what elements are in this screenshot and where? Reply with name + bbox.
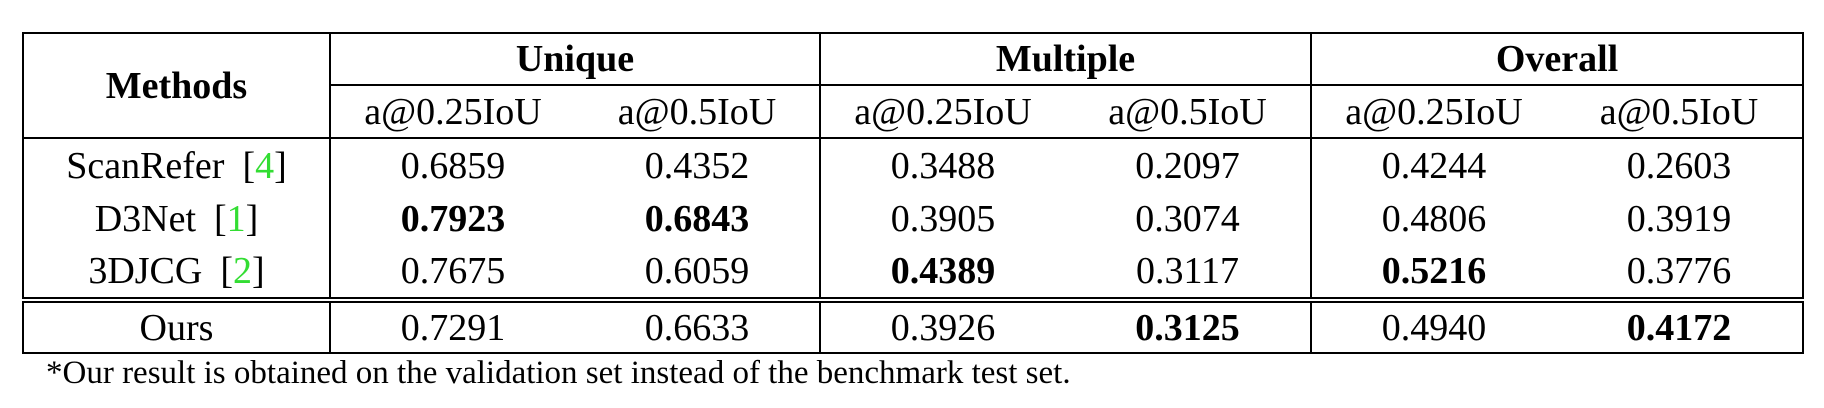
value-cell: 0.3125 (1065, 300, 1313, 354)
value-cell: 0.3919 (1556, 193, 1805, 245)
value-cell: 0.6859 (400, 145, 506, 187)
value-cell: 0.3905 (890, 198, 996, 240)
subheader-unique-025: a@0.25IoU (330, 85, 575, 139)
citation-number-link[interactable]: 4 (255, 145, 275, 187)
header-row-metrics: a@0.25IoU a@0.5IoU a@0.25IoU a@0.5IoU a@… (23, 85, 1805, 139)
citation-number-link[interactable]: 1 (226, 198, 246, 240)
subheader-multiple-05: a@0.5IoU (1065, 85, 1313, 139)
value-cell: 0.4389 (820, 245, 1065, 303)
value-cell: 0.7291 (330, 300, 575, 354)
methods-header: Methods (22, 32, 331, 139)
group-header-multiple: Multiple (820, 32, 1313, 86)
subheader-overall-05: a@0.5IoU (1556, 85, 1805, 139)
method-cell: D3Net [1] (22, 193, 331, 245)
method-cell: ScanRefer [4] (22, 138, 331, 193)
value-cell: 0.4352 (575, 138, 821, 193)
value-cell: 0.7675 (330, 245, 575, 303)
header-row-groups: Methods Unique Multiple Overall (22, 32, 1805, 139)
value-cell: 0.3926 (820, 300, 1065, 354)
method-name: 3DJCG (88, 250, 203, 292)
method-name: D3Net (94, 198, 196, 240)
table-row: Ours 0.7291 0.6633 0.3926 0.3125 0.4940 0.4172 (22, 300, 1805, 354)
citation-reference[interactable]: [4] (242, 145, 287, 187)
method-name: ScanRefer (66, 145, 225, 187)
value-cell: 0.3074 (1065, 193, 1313, 245)
value-cell: 0.5216 (1311, 245, 1557, 303)
method-cell: Ours (22, 300, 331, 354)
citation-number-link[interactable]: 2 (233, 250, 253, 292)
subheader-multiple-025: a@0.25IoU (820, 85, 1065, 139)
value-cell: 0.7923 (400, 198, 506, 240)
value-cell: 0.4806 (1381, 198, 1487, 240)
value-cell: 0.4244 (1381, 145, 1487, 187)
results-table-container: Methods Unique Multiple Overall a@0.25Io… (22, 32, 1805, 354)
results-table: Methods Unique Multiple Overall a@0.25Io… (22, 32, 1805, 354)
value-cell: 0.4940 (1311, 300, 1557, 354)
citation-reference[interactable]: [1] (214, 198, 259, 240)
value-cell: 0.3776 (1556, 245, 1805, 303)
group-header-overall: Overall (1311, 32, 1805, 86)
group-header-unique: Unique (330, 32, 821, 86)
table-row: D3Net [1] 0.7923 0.6843 0.3905 0.3074 0.4806 0.… (22, 193, 1805, 245)
value-cell: 0.4172 (1556, 300, 1805, 354)
value-cell: 0.6059 (575, 245, 821, 303)
method-cell: 3DJCG [2] (22, 245, 331, 303)
table-row: 3DJCG [2] 0.7675 0.6059 0.4389 0.3117 0.5216 0.… (22, 245, 1805, 303)
subheader-overall-025: a@0.25IoU (1311, 85, 1557, 139)
value-cell: 0.2603 (1556, 138, 1805, 193)
table-footnote: *Our result is obtained on the validatio… (46, 355, 1071, 391)
method-name: Ours (139, 306, 214, 349)
table-row: ScanRefer [4] 0.6859 0.4352 0.3488 0.2097 0.42… (22, 138, 1805, 193)
subheader-unique-05: a@0.5IoU (575, 85, 821, 139)
value-cell: 0.3117 (1065, 245, 1313, 303)
value-cell: 0.6843 (575, 193, 821, 245)
value-cell: 0.2097 (1065, 138, 1313, 193)
citation-reference[interactable]: [2] (220, 250, 265, 292)
value-cell: 0.3488 (890, 145, 996, 187)
value-cell: 0.6633 (575, 300, 821, 354)
